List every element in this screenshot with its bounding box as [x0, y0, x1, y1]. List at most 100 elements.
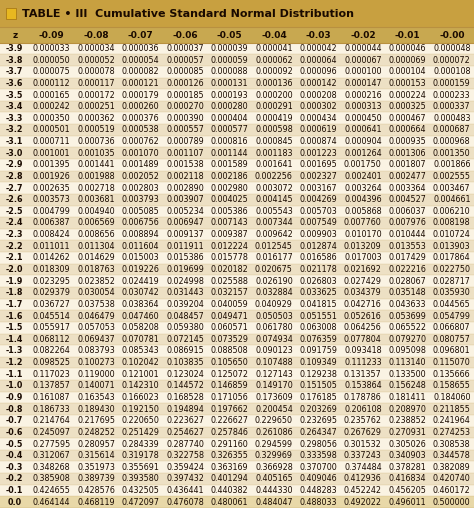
- Text: 0.173609: 0.173609: [255, 393, 293, 402]
- Text: 0.484047: 0.484047: [255, 498, 293, 506]
- Text: 0.420740: 0.420740: [433, 474, 471, 484]
- Text: 0.004025: 0.004025: [210, 195, 248, 204]
- Text: 0.042716: 0.042716: [344, 300, 382, 309]
- Text: 0.001306: 0.001306: [389, 149, 426, 157]
- Text: 0.000762: 0.000762: [122, 137, 159, 146]
- Text: 0.312067: 0.312067: [33, 451, 71, 460]
- Text: -0.3: -0.3: [6, 463, 23, 472]
- Text: 0.264347: 0.264347: [300, 428, 337, 437]
- Text: 0.003793: 0.003793: [122, 195, 159, 204]
- Text: -1.1: -1.1: [6, 370, 23, 379]
- Text: 0.051551: 0.051551: [300, 311, 337, 321]
- Text: 0.003907: 0.003907: [166, 195, 204, 204]
- Text: -3.4: -3.4: [6, 102, 23, 111]
- Text: 0.006947: 0.006947: [166, 218, 204, 228]
- Bar: [0, 124, 474, 136]
- Text: 0.002186: 0.002186: [210, 172, 248, 181]
- Text: 0.000845: 0.000845: [255, 137, 293, 146]
- Text: 0.008894: 0.008894: [122, 230, 159, 239]
- Text: 0.001107: 0.001107: [166, 149, 204, 157]
- Text: 0.000598: 0.000598: [255, 125, 293, 135]
- Text: 0.001264: 0.001264: [344, 149, 382, 157]
- Bar: [0, 264, 474, 275]
- Text: 0.017429: 0.017429: [388, 253, 426, 263]
- Text: 0.178786: 0.178786: [344, 393, 382, 402]
- Text: 0.151505: 0.151505: [300, 382, 337, 390]
- Text: 0.000072: 0.000072: [433, 55, 471, 65]
- Text: -1.4: -1.4: [6, 335, 23, 344]
- Text: 0.039204: 0.039204: [166, 300, 204, 309]
- Text: 0.000159: 0.000159: [433, 79, 471, 88]
- Text: 0.017864: 0.017864: [433, 253, 471, 263]
- Text: 0.298056: 0.298056: [300, 439, 337, 449]
- Text: 0.257846: 0.257846: [210, 428, 248, 437]
- Text: 0.220650: 0.220650: [122, 416, 159, 425]
- Text: 0.002803: 0.002803: [122, 183, 159, 193]
- Text: 0.189430: 0.189430: [77, 404, 115, 414]
- Text: 0.385908: 0.385908: [33, 474, 71, 484]
- Text: 0.163543: 0.163543: [77, 393, 115, 402]
- Bar: [0, 194, 474, 206]
- Text: 0.476078: 0.476078: [166, 498, 204, 506]
- Text: 0.135666: 0.135666: [433, 370, 471, 379]
- Text: 0.000153: 0.000153: [389, 79, 426, 88]
- Bar: [0, 287, 474, 299]
- Text: -3.8: -3.8: [6, 55, 23, 65]
- Text: -3.6: -3.6: [6, 79, 23, 88]
- Text: 0.038364: 0.038364: [122, 300, 159, 309]
- Text: 0.030054: 0.030054: [77, 288, 115, 297]
- Text: 0.020675: 0.020675: [255, 265, 293, 274]
- Text: 0.488033: 0.488033: [300, 498, 337, 506]
- Text: 0.093418: 0.093418: [344, 346, 382, 356]
- Text: 0.363169: 0.363169: [210, 463, 248, 472]
- Bar: [0, 217, 474, 229]
- Text: 0.000048: 0.000048: [433, 44, 471, 53]
- Text: -0.2: -0.2: [6, 474, 23, 484]
- Text: 0.109349: 0.109349: [300, 358, 337, 367]
- Text: 0.315614: 0.315614: [77, 451, 115, 460]
- Text: 0.000044: 0.000044: [344, 44, 382, 53]
- Bar: [0, 357, 474, 368]
- Text: 0.440382: 0.440382: [210, 486, 248, 495]
- Text: 0.206108: 0.206108: [344, 404, 382, 414]
- Text: -2.5: -2.5: [6, 207, 23, 216]
- Text: 0.035148: 0.035148: [389, 288, 426, 297]
- Text: 0.000434: 0.000434: [300, 114, 337, 123]
- Text: -3.3: -3.3: [6, 114, 23, 123]
- Text: -0.09: -0.09: [39, 30, 64, 40]
- Text: 0.054799: 0.054799: [433, 311, 471, 321]
- Text: 0.142310: 0.142310: [122, 382, 159, 390]
- Bar: [0, 275, 474, 287]
- Text: 0.000350: 0.000350: [33, 114, 71, 123]
- Text: 0.405165: 0.405165: [255, 474, 293, 484]
- Text: 0.000519: 0.000519: [77, 125, 115, 135]
- Bar: [0, 78, 474, 89]
- Text: 0.000085: 0.000085: [166, 67, 204, 76]
- Bar: [0, 368, 474, 380]
- Text: 0.001926: 0.001926: [33, 172, 71, 181]
- Text: 0.045514: 0.045514: [33, 311, 71, 321]
- Text: 0.393580: 0.393580: [122, 474, 159, 484]
- Text: -2.3: -2.3: [6, 230, 23, 239]
- Text: -0.07: -0.07: [128, 30, 154, 40]
- Text: 0.496011: 0.496011: [389, 498, 426, 506]
- Text: 0.007976: 0.007976: [388, 218, 426, 228]
- Text: 0.026803: 0.026803: [300, 277, 337, 285]
- Text: -3.0: -3.0: [6, 149, 23, 157]
- Text: z: z: [12, 30, 17, 40]
- Text: 0.140071: 0.140071: [77, 382, 115, 390]
- Bar: [0, 334, 474, 345]
- Text: 0.326355: 0.326355: [210, 451, 248, 460]
- Text: 0.001070: 0.001070: [122, 149, 159, 157]
- Bar: [0, 27, 474, 43]
- Text: 0.374484: 0.374484: [344, 463, 382, 472]
- Text: 0.102042: 0.102042: [122, 358, 159, 367]
- Text: 0.001441: 0.001441: [77, 161, 115, 169]
- Text: 0.184060: 0.184060: [433, 393, 471, 402]
- Bar: [0, 485, 474, 496]
- Text: 0.000172: 0.000172: [77, 90, 115, 100]
- Text: 0.000619: 0.000619: [300, 125, 337, 135]
- Text: 0.025588: 0.025588: [210, 277, 248, 285]
- Text: -1.5: -1.5: [6, 323, 23, 332]
- Text: 0.129238: 0.129238: [300, 370, 337, 379]
